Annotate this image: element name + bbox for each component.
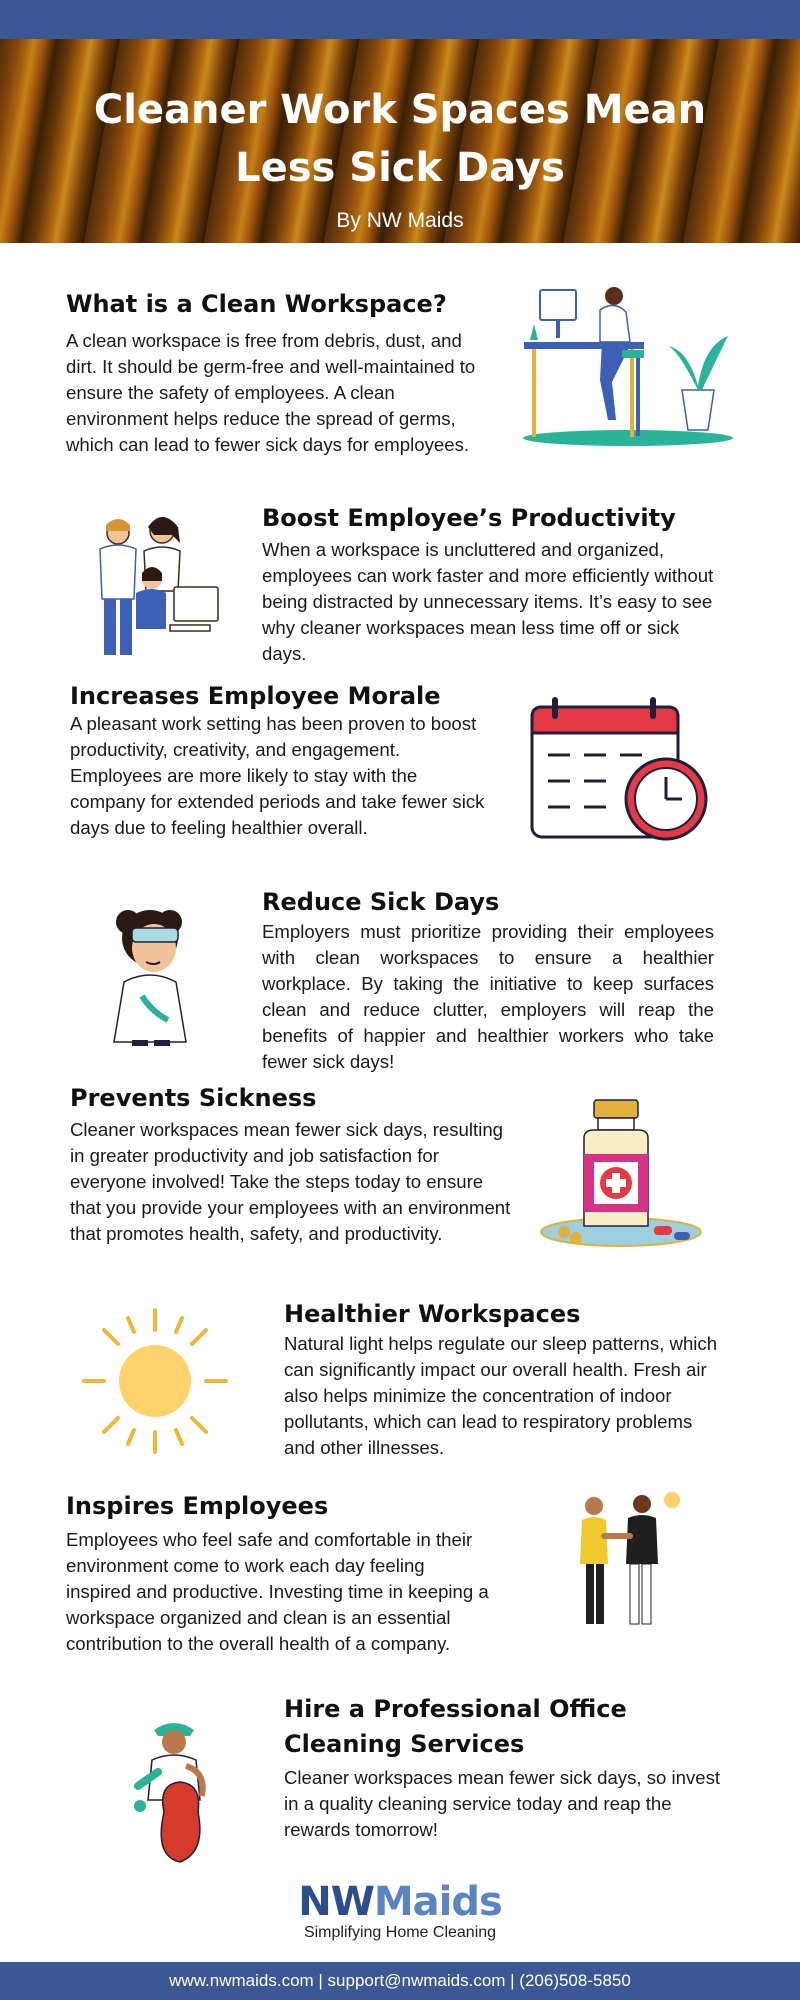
nw-maids-logo: NWMaids Simplifying Home Cleaning	[250, 1882, 550, 1942]
section-body-hire-professional: Cleaner workspaces mean fewer sick days,…	[284, 1767, 721, 1840]
woman-at-desk-illustration	[523, 287, 733, 446]
section-body-prevents-sickness: Cleaner workspaces mean fewer sick days,…	[70, 1119, 511, 1244]
page-title: Cleaner Work Spaces Mean Less Sick Days	[93, 87, 707, 191]
sun-icon	[82, 1308, 228, 1454]
section-heading-productivity: Boost Employee’s Productivity	[262, 504, 676, 532]
hero-banner: Cleaner Work Spaces Mean Less Sick Days …	[0, 39, 800, 243]
section-body-inspires-employees: Employees who feel safe and comfortable …	[66, 1529, 489, 1654]
handshake-illustration	[580, 1492, 680, 1625]
section-body-productivity: When a workspace is uncluttered and orga…	[262, 539, 714, 664]
medicine-bottle-illustration	[540, 1099, 702, 1247]
section-heading-inspires-employees: Inspires Employees	[66, 1492, 329, 1520]
sick-person-illustration	[113, 910, 187, 1046]
section-body-healthier-workspaces: Natural light helps regulate our sleep p…	[284, 1333, 718, 1458]
logo-maids-text: Maids	[373, 1879, 503, 1925]
section-body-clean-workspace: A clean workspace is free from debris, d…	[66, 330, 476, 455]
section-body-reduce-sick-days: Employers must prioritize providing thei…	[262, 921, 714, 1072]
section-heading-reduce-sick-days: Reduce Sick Days	[262, 888, 500, 916]
section-heading-clean-workspace: What is a Clean Workspace?	[66, 290, 447, 318]
calendar-clock-icon	[530, 697, 708, 841]
section-body-morale: A pleasant work setting has been proven …	[70, 713, 485, 838]
cleaner-with-bag-illustration	[134, 1723, 206, 1863]
team-at-computer-illustration	[99, 517, 219, 655]
section-heading-hire-professional: Hire a Professional Office Cleaning Serv…	[284, 1695, 627, 1758]
section-heading-morale: Increases Employee Morale	[70, 682, 441, 710]
top-bar	[0, 0, 800, 39]
footer-contact: www.nwmaids.com | support@nwmaids.com | …	[0, 1962, 800, 2000]
logo-tagline: Simplifying Home Cleaning	[303, 1924, 497, 1941]
section-heading-healthier-workspaces: Healthier Workspaces	[284, 1300, 581, 1328]
byline: By NW Maids	[336, 209, 464, 232]
logo-nw-text: NW	[298, 1879, 375, 1925]
section-heading-prevents-sickness: Prevents Sickness	[70, 1084, 317, 1112]
